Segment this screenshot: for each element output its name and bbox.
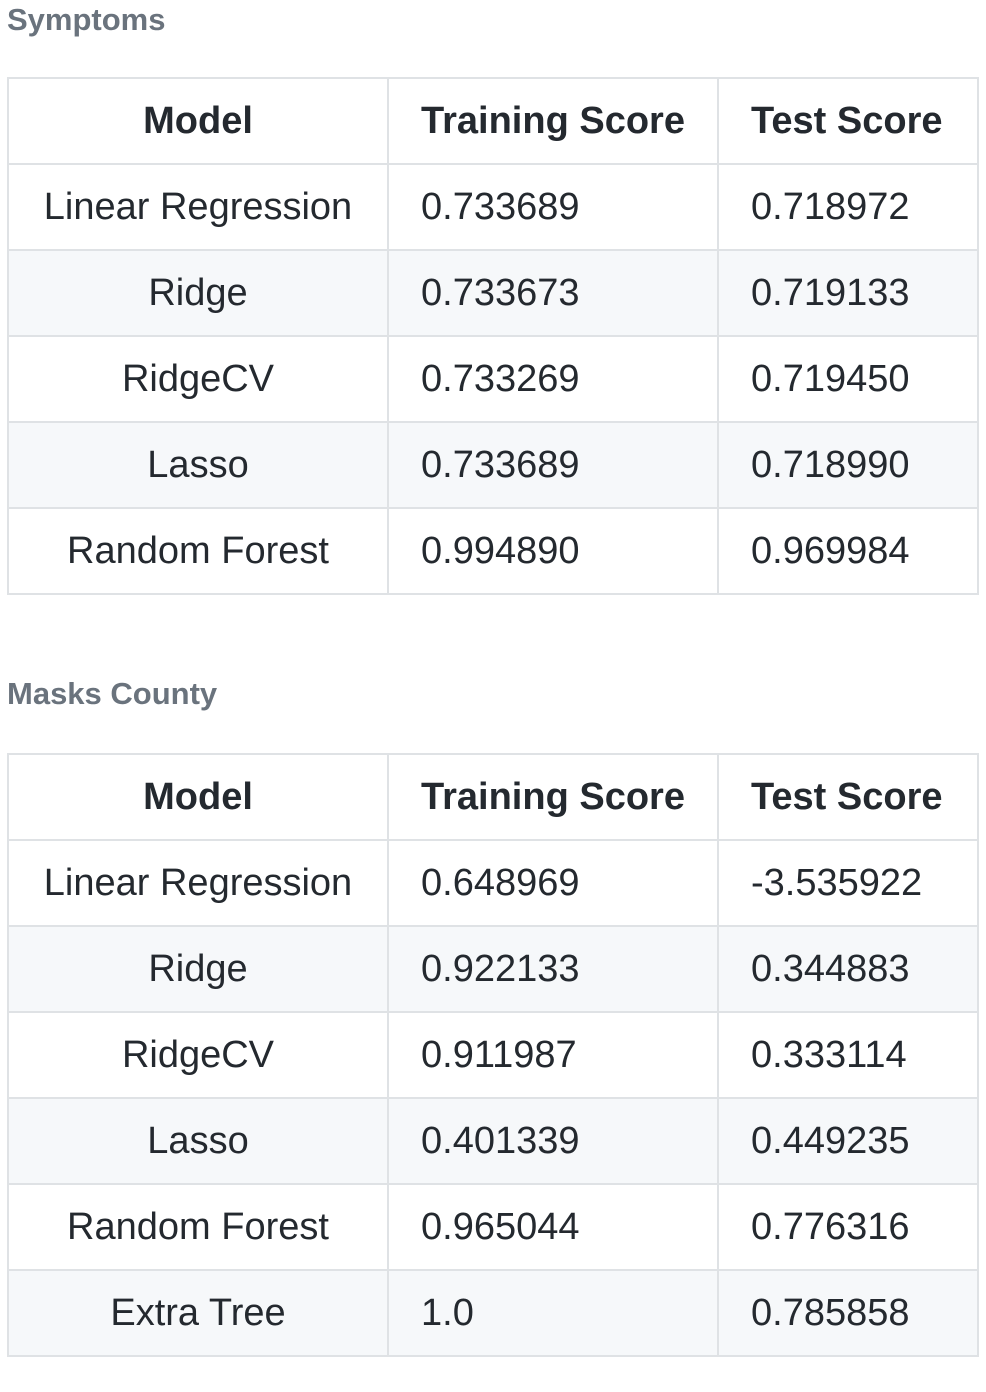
- model-cell: Linear Regression: [7, 839, 389, 927]
- test-score-cell: 0.333114: [717, 1011, 979, 1099]
- section-title-masks-county: Masks County: [7, 676, 218, 711]
- table-row: Random Forest 0.994890 0.969984: [7, 507, 979, 595]
- table-row: RidgeCV 0.911987 0.333114: [7, 1011, 979, 1099]
- training-score-cell: 0.911987: [387, 1011, 719, 1099]
- model-cell: Linear Regression: [7, 163, 389, 251]
- training-score-cell: 0.994890: [387, 507, 719, 595]
- table-row: Extra Tree 1.0 0.785858: [7, 1269, 979, 1357]
- training-score-cell: 0.965044: [387, 1183, 719, 1271]
- masks-county-scores-table: Model Training Score Test Score Linear R…: [7, 753, 979, 1357]
- training-score-cell: 0.922133: [387, 925, 719, 1013]
- test-score-cell: 0.344883: [717, 925, 979, 1013]
- table-header-row: Model Training Score Test Score: [7, 753, 979, 841]
- test-score-cell: 0.719450: [717, 335, 979, 423]
- table-row: Random Forest 0.965044 0.776316: [7, 1183, 979, 1271]
- table-row: Lasso 0.401339 0.449235: [7, 1097, 979, 1185]
- section-title-symptoms: Symptoms: [7, 2, 166, 37]
- test-score-cell: -3.535922: [717, 839, 979, 927]
- model-cell: Ridge: [7, 925, 389, 1013]
- table-row: Ridge 0.922133 0.344883: [7, 925, 979, 1013]
- model-cell: Random Forest: [7, 1183, 389, 1271]
- model-cell: Extra Tree: [7, 1269, 389, 1357]
- table-row: Linear Regression 0.648969 -3.535922: [7, 839, 979, 927]
- test-score-cell: 0.785858: [717, 1269, 979, 1357]
- test-score-cell: 0.718990: [717, 421, 979, 509]
- symptoms-scores-table: Model Training Score Test Score Linear R…: [7, 77, 979, 595]
- model-cell: Random Forest: [7, 507, 389, 595]
- column-header-model: Model: [7, 77, 389, 165]
- table-row: RidgeCV 0.733269 0.719450: [7, 335, 979, 423]
- test-score-cell: 0.449235: [717, 1097, 979, 1185]
- test-score-cell: 0.776316: [717, 1183, 979, 1271]
- training-score-cell: 1.0: [387, 1269, 719, 1357]
- training-score-cell: 0.733689: [387, 421, 719, 509]
- training-score-cell: 0.648969: [387, 839, 719, 927]
- column-header-model: Model: [7, 753, 389, 841]
- model-cell: Ridge: [7, 249, 389, 337]
- table-row: Linear Regression 0.733689 0.718972: [7, 163, 979, 251]
- column-header-test-score: Test Score: [717, 753, 979, 841]
- test-score-cell: 0.719133: [717, 249, 979, 337]
- training-score-cell: 0.733673: [387, 249, 719, 337]
- model-cell: RidgeCV: [7, 1011, 389, 1099]
- test-score-cell: 0.969984: [717, 507, 979, 595]
- column-header-training-score: Training Score: [387, 753, 719, 841]
- model-cell: RidgeCV: [7, 335, 389, 423]
- table-row: Ridge 0.733673 0.719133: [7, 249, 979, 337]
- model-cell: Lasso: [7, 1097, 389, 1185]
- table-header-row: Model Training Score Test Score: [7, 77, 979, 165]
- column-header-training-score: Training Score: [387, 77, 719, 165]
- training-score-cell: 0.401339: [387, 1097, 719, 1185]
- model-cell: Lasso: [7, 421, 389, 509]
- training-score-cell: 0.733269: [387, 335, 719, 423]
- column-header-test-score: Test Score: [717, 77, 979, 165]
- training-score-cell: 0.733689: [387, 163, 719, 251]
- table-row: Lasso 0.733689 0.718990: [7, 421, 979, 509]
- test-score-cell: 0.718972: [717, 163, 979, 251]
